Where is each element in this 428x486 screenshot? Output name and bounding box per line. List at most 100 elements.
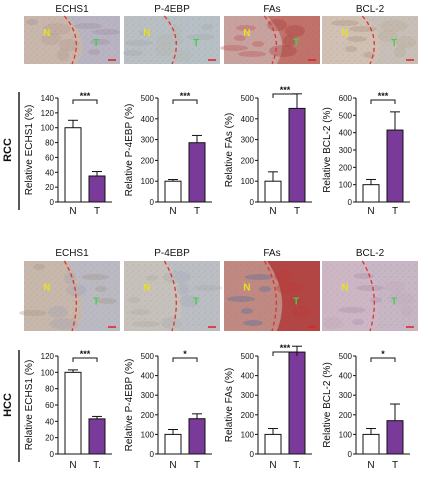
y-tick-label: 300	[241, 391, 255, 400]
normal-region-label: N	[143, 28, 150, 39]
y-tick-label: 0	[50, 198, 55, 207]
normal-region-label: N	[243, 28, 250, 39]
tumor-boundary	[63, 260, 77, 332]
y-tick-label: 100	[241, 430, 255, 439]
y-tick-label: 200	[339, 163, 353, 172]
y-tick-label: 100	[41, 124, 55, 133]
tumor-region-label: T	[93, 38, 99, 49]
y-axis-label: Relative ECHS1 (%)	[24, 360, 35, 451]
y-tick-label: 80	[45, 139, 54, 148]
y-axis-label: Relative BCL-2 (%)	[322, 362, 333, 448]
bar-tumor	[188, 142, 206, 203]
y-tick-label: 0	[348, 198, 353, 207]
tumor-boundary	[163, 260, 177, 332]
marker-title: ECHS1	[55, 248, 89, 259]
significance-bracket	[370, 357, 396, 362]
micrograph: NT	[124, 260, 222, 332]
bar-chart: 0 20 40 60 80 100 120 Relative ECHS1 (%) N T. ***	[24, 349, 112, 471]
significance-bracket	[272, 351, 298, 356]
y-tick-label: 400	[339, 129, 353, 138]
y-tick-label: 0	[150, 198, 155, 207]
micrograph: NT	[24, 15, 120, 65]
micrograph-grain	[24, 16, 120, 64]
y-tick-label: 500	[141, 94, 155, 103]
bar-chart: 0 100 200 300 400 500 600 Relative BCL-2 (%) N T *…	[322, 91, 410, 217]
y-tick-label: 500	[141, 352, 155, 361]
bar-normal	[164, 180, 182, 203]
normal-region-label: N	[341, 282, 348, 293]
y-tick-label: 500	[339, 111, 353, 120]
micrograph-grain	[124, 16, 220, 64]
normal-region-label: N	[43, 28, 50, 39]
bar-normal	[264, 180, 282, 203]
bar-tumor	[288, 351, 306, 455]
micrograph: NT	[322, 15, 418, 65]
significance-bracket	[72, 357, 98, 362]
bar-tumor	[386, 129, 404, 203]
y-tick-label: 60	[45, 153, 54, 162]
x-tick-label: T.	[293, 460, 301, 471]
micrograph: NT	[19, 260, 120, 332]
y-tick-label: 500	[241, 94, 255, 103]
y-tick-label: 500	[339, 352, 353, 361]
x-tick-label: T	[94, 206, 100, 217]
bar-normal	[264, 433, 282, 455]
bar-chart: 0 100 200 300 400 500 Relative P-4EBP (%) N T ***	[124, 91, 212, 217]
y-tick-label: 400	[241, 372, 255, 381]
y-tick-label: 40	[45, 417, 54, 426]
bar-tumor	[288, 107, 306, 203]
y-tick-label: 200	[141, 156, 155, 165]
y-axis-label: Relative FAs (%)	[224, 113, 235, 187]
y-tick-label: 400	[141, 372, 155, 381]
y-tick-label: 140	[41, 94, 55, 103]
marker-title: FAs	[263, 4, 280, 15]
y-tick-label: 500	[241, 352, 255, 361]
micrograph: NT	[224, 260, 320, 332]
significance-label: ***	[180, 91, 191, 101]
y-tick-label: 0	[250, 198, 255, 207]
tumor-region-label: T	[391, 296, 397, 307]
y-tick-label: 300	[241, 136, 255, 145]
y-tick-label: 120	[41, 109, 55, 118]
y-tick-label: 120	[41, 352, 55, 361]
x-tick-label: N	[169, 460, 176, 471]
significance-bracket	[172, 99, 198, 104]
marker-title: ECHS1	[55, 4, 89, 15]
significance-label: *	[183, 349, 187, 359]
micrograph-grain	[124, 261, 220, 331]
x-tick-label: N	[169, 206, 176, 217]
y-tick-label: 0	[348, 450, 353, 459]
tumor-region-label: T	[391, 38, 397, 49]
y-tick-label: 200	[141, 411, 155, 420]
normal-region-label: N	[143, 282, 150, 293]
bar-chart: 0 20 40 60 80 100 120 140 Relative ECHS1 (%) N T **…	[24, 91, 112, 217]
marker-title: BCL-2	[356, 248, 385, 259]
y-axis-label: Relative BCL-2 (%)	[322, 107, 333, 193]
micrograph-grain	[24, 261, 120, 331]
significance-bracket	[272, 93, 298, 98]
y-axis-label: Relative P-4EBP (%)	[124, 359, 135, 452]
micrograph-grain	[224, 261, 320, 331]
significance-bracket	[72, 99, 98, 104]
y-tick-label: 20	[45, 434, 54, 443]
panel-label: HCC	[2, 393, 14, 417]
micrograph-grain	[322, 16, 418, 64]
y-tick-label: 60	[45, 401, 54, 410]
y-tick-label: 100	[141, 177, 155, 186]
tumor-region-label: T	[193, 38, 199, 49]
bar-normal	[362, 184, 380, 203]
bar-chart: 0 100 200 300 400 500 Relative FAs (%) N T ***	[224, 85, 312, 217]
significance-label: ***	[378, 91, 389, 101]
y-tick-label: 100	[241, 177, 255, 186]
normal-region-label: N	[243, 282, 250, 293]
normal-region-label: N	[341, 28, 348, 39]
significance-bracket	[172, 357, 198, 362]
significance-label: ***	[280, 85, 291, 95]
significance-label: ***	[280, 343, 291, 353]
x-tick-label: N	[367, 206, 374, 217]
x-tick-label: T	[392, 460, 398, 471]
marker-title: P-4EBP	[154, 248, 190, 259]
y-tick-label: 100	[41, 368, 55, 377]
tumor-region-label: T	[193, 296, 199, 307]
